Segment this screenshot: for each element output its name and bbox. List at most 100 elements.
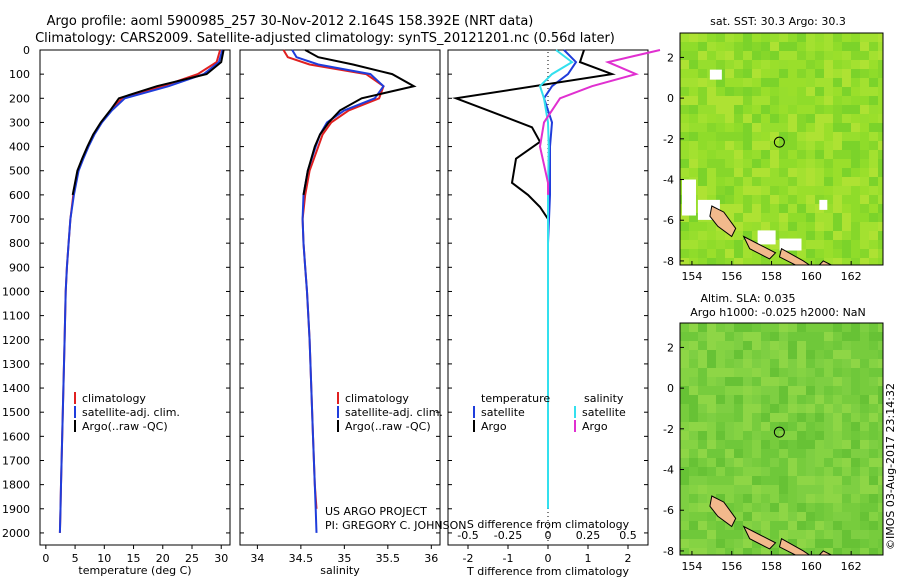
map-cell [779, 404, 788, 413]
map-cell [779, 51, 788, 60]
map-cell [815, 323, 824, 332]
map-cell [743, 449, 752, 458]
map-cell [716, 177, 725, 186]
missing-data-patch [709, 69, 722, 80]
map-cell [734, 249, 743, 258]
map-cell [869, 476, 878, 485]
map-cell [878, 60, 883, 69]
map-cell [680, 222, 689, 231]
map-cell [770, 323, 779, 332]
map-cell [860, 368, 869, 377]
map-cell [797, 485, 806, 494]
map-cell [698, 177, 707, 186]
map-cell [878, 503, 883, 512]
map-cell [698, 494, 707, 503]
x-tick-label: 0 [545, 552, 552, 565]
map-cell [770, 96, 779, 105]
map-cell [869, 69, 878, 78]
map-cell [680, 33, 689, 42]
map-cell [770, 186, 779, 195]
map-cell [689, 431, 698, 440]
map-cell [806, 249, 815, 258]
map-cell [698, 395, 707, 404]
map-cell [752, 123, 761, 132]
map-cell [689, 159, 698, 168]
map-cell [878, 213, 883, 222]
map-cell [797, 60, 806, 69]
map-cell [833, 33, 842, 42]
map-cell [860, 476, 869, 485]
map-cell [833, 87, 842, 96]
map-cell [716, 521, 725, 530]
map-cell [869, 422, 878, 431]
map-cell [815, 78, 824, 87]
map-cell [734, 78, 743, 87]
map-cell [725, 404, 734, 413]
map-cell [851, 177, 860, 186]
map-cell [779, 87, 788, 96]
x-tick-label: 10 [97, 552, 111, 565]
map-cell [698, 195, 707, 204]
map-y-tick-label: -4 [663, 464, 674, 477]
map-cell [788, 350, 797, 359]
map-cell [761, 494, 770, 503]
difference-x-axis: -2 -1 0 1 2 -0.5 -0.25 0 0.25 0.5 [457, 529, 636, 565]
map-cell [860, 422, 869, 431]
map-cell [842, 69, 851, 78]
map-cell [824, 485, 833, 494]
map-cell [878, 494, 883, 503]
map-cell [770, 42, 779, 51]
map-cell [806, 141, 815, 150]
map-cell [869, 195, 878, 204]
map-cell [797, 186, 806, 195]
map-cell [851, 60, 860, 69]
map-cell [725, 431, 734, 440]
map-cell [770, 132, 779, 141]
map-cell [842, 240, 851, 249]
difference-series [452, 49, 661, 509]
map-cell [851, 42, 860, 51]
map-cell [689, 60, 698, 69]
map-cell [752, 159, 761, 168]
map-cell [869, 168, 878, 177]
map-cell [734, 404, 743, 413]
map-cell [788, 476, 797, 485]
map-cell [716, 105, 725, 114]
map-cell [680, 78, 689, 87]
map-cell [842, 51, 851, 60]
map-cell [824, 431, 833, 440]
map-cell [698, 350, 707, 359]
map-cell [725, 195, 734, 204]
map-cell [707, 341, 716, 350]
map-cell [833, 467, 842, 476]
map-cell [833, 485, 842, 494]
map-cell [770, 150, 779, 159]
map-cell [752, 368, 761, 377]
map-cell [725, 78, 734, 87]
map-cell [824, 186, 833, 195]
map-cell [707, 395, 716, 404]
map-cell [770, 521, 779, 530]
map-cell [689, 404, 698, 413]
map-cell [680, 431, 689, 440]
map-cell [734, 413, 743, 422]
map-cell [860, 168, 869, 177]
map-cell [860, 87, 869, 96]
x-tick-label: 2 [625, 552, 632, 565]
map-cell [860, 96, 869, 105]
map-y-tick-label: -4 [663, 174, 674, 187]
y-tick-label: 1200 [2, 334, 30, 347]
map-cell [734, 530, 743, 539]
map-cell [689, 231, 698, 240]
map-cell [725, 368, 734, 377]
map-cell [869, 96, 878, 105]
map-cell [878, 404, 883, 413]
map-cell [761, 114, 770, 123]
map-cell [833, 69, 842, 78]
map-cell [797, 503, 806, 512]
map-cell [806, 341, 815, 350]
map-cell [680, 485, 689, 494]
map-cell [770, 395, 779, 404]
map-cell [743, 195, 752, 204]
map-cell [761, 78, 770, 87]
